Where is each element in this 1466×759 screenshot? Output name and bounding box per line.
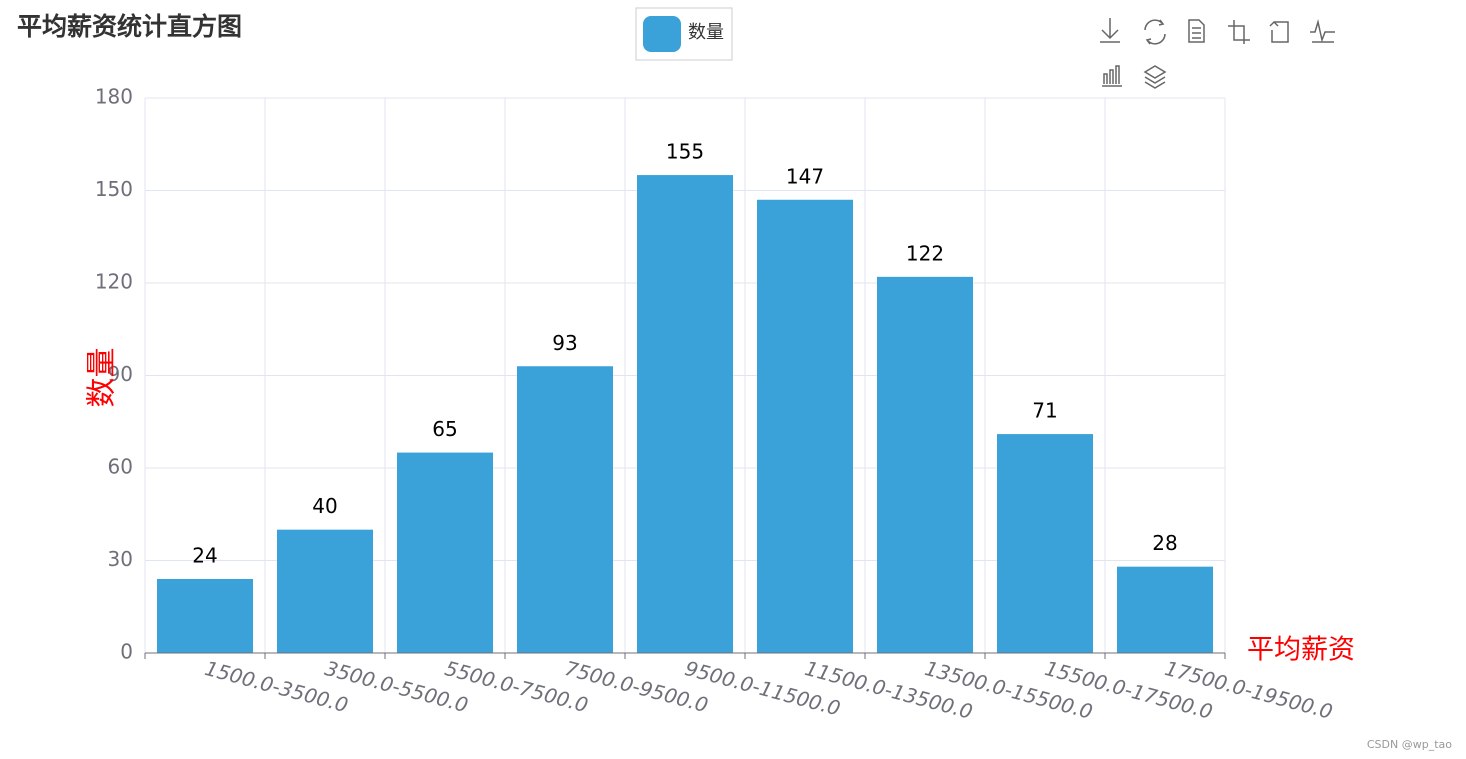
save-icon[interactable] (1100, 18, 1120, 43)
y-tick-label: 150 (95, 177, 133, 201)
bar (997, 434, 1093, 653)
value-label: 24 (192, 544, 217, 568)
legend-box (635, 7, 733, 61)
value-label: 40 (312, 494, 337, 518)
y-tick-label: 60 (108, 455, 133, 479)
legend-swatch[interactable] (643, 16, 681, 52)
watermark: CSDN @wp_tao (1367, 738, 1452, 751)
value-label: 155 (666, 140, 704, 164)
zoom-icon[interactable] (1228, 20, 1250, 44)
data-view-icon[interactable] (1188, 19, 1205, 43)
zoom-back-icon[interactable] (1269, 20, 1289, 43)
y-tick-label: 90 (108, 362, 133, 386)
y-tick-label: 30 (108, 547, 133, 571)
y-tick-label: 120 (95, 270, 133, 294)
stack-icon[interactable] (1143, 65, 1167, 89)
y-axis-name: 数量 (85, 348, 120, 408)
bar-icon[interactable] (1102, 65, 1122, 87)
bar (517, 366, 613, 653)
y-tick-label: 180 (95, 85, 133, 109)
bar (1117, 566, 1213, 653)
toolbox (1100, 18, 1335, 89)
bar (757, 199, 853, 653)
bar (397, 452, 493, 653)
value-label: 71 (1032, 399, 1057, 423)
value-label: 122 (906, 241, 944, 265)
legend-label[interactable]: 数量 (688, 22, 724, 43)
bar (877, 276, 973, 653)
line-icon[interactable] (1310, 19, 1335, 43)
bar (277, 529, 373, 653)
value-label: 93 (552, 331, 577, 355)
x-axis-name: 平均薪资 (1247, 635, 1355, 666)
y-tick-label: 0 (120, 640, 133, 664)
value-label: 28 (1152, 531, 1177, 555)
restore-icon[interactable] (1144, 19, 1166, 45)
value-label: 65 (432, 417, 457, 441)
value-label: 147 (786, 164, 824, 188)
bar (157, 579, 253, 653)
bar (637, 175, 733, 654)
chart-title: 平均薪资统计直方图 (17, 12, 242, 41)
